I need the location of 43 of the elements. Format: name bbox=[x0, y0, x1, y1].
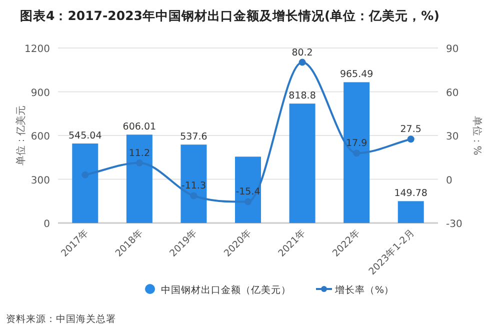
y2-axis-title: 单位：% bbox=[471, 116, 483, 156]
data-label: 965.49 bbox=[340, 69, 374, 80]
data-label: 11.2 bbox=[128, 148, 150, 159]
text: 资料来源：中国海关总署 bbox=[6, 313, 116, 325]
legend-增长率（%）: 增长率（%） bbox=[316, 285, 394, 296]
data-label: 149.78 bbox=[394, 188, 428, 200]
bar bbox=[72, 144, 98, 223]
point bbox=[136, 159, 143, 166]
point bbox=[407, 136, 414, 143]
bar bbox=[289, 104, 316, 223]
data-label: 17.9 bbox=[346, 138, 368, 150]
y-tick-label: 600 bbox=[30, 132, 50, 142]
point bbox=[298, 58, 306, 66]
data-label: 537.6 bbox=[180, 132, 208, 143]
data-label: 606.01 bbox=[122, 122, 156, 133]
chart-title: 图表4：2017-2023年中国钢材出口金额及增长情况(单位：亿美元，%) bbox=[20, 8, 440, 23]
point bbox=[353, 150, 360, 157]
y2-tick-label: 30 bbox=[446, 132, 459, 142]
bar bbox=[126, 134, 152, 223]
bar bbox=[235, 156, 261, 223]
y2-tick-label: 60 bbox=[446, 88, 459, 99]
bar bbox=[180, 144, 207, 223]
data-label: 80.2 bbox=[292, 47, 313, 58]
data-label: 818.8 bbox=[288, 90, 316, 102]
data-label: -15.4 bbox=[236, 186, 260, 198]
bar bbox=[398, 201, 424, 223]
y2-tick-label: 0 bbox=[446, 175, 452, 186]
y-tick-label: 1200 bbox=[24, 44, 50, 55]
data-label: 545.04 bbox=[68, 130, 102, 142]
point bbox=[190, 192, 198, 200]
y-tick-label: 0 bbox=[44, 219, 50, 230]
point bbox=[244, 198, 252, 206]
y2-tick-label: -30 bbox=[446, 219, 462, 230]
data-label: 27.5 bbox=[400, 124, 422, 136]
legend-中国钢材出口金额（亿美元）: 中国钢材出口金额（亿美元） bbox=[145, 284, 291, 296]
y2-tick-label: 90 bbox=[446, 44, 459, 55]
y-tick-label: 300 bbox=[30, 175, 50, 186]
legend-label: 增长率（%） bbox=[334, 284, 394, 296]
point bbox=[82, 171, 89, 178]
y-axis-title: 单位：亿美元 bbox=[15, 106, 27, 166]
y-tick-label: 900 bbox=[30, 88, 50, 99]
bar bbox=[344, 82, 370, 223]
data-label: -11.3 bbox=[181, 180, 206, 192]
